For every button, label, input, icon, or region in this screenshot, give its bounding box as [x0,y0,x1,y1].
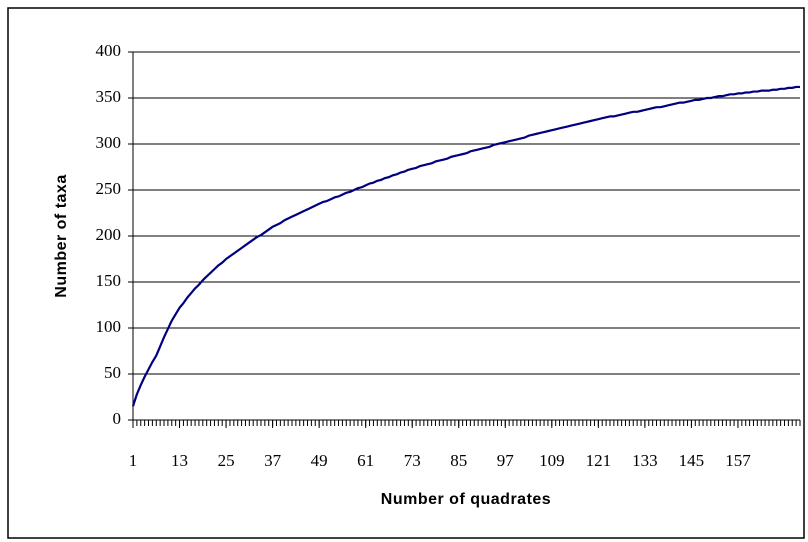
x-tick-label: 1 [129,451,138,470]
y-tick-label: 200 [96,225,122,244]
y-tick-label: 100 [96,317,122,336]
y-tick-label: 400 [96,41,122,60]
x-tick-label: 145 [679,451,705,470]
x-tick-label: 109 [539,451,565,470]
x-tick-label: 133 [632,451,658,470]
x-tick-label: 37 [264,451,282,470]
x-tick-label: 121 [586,451,612,470]
x-tick-label: 73 [404,451,421,470]
data-line [131,85,800,407]
y-tick-label: 300 [96,133,122,152]
y-tick-label: 250 [96,179,122,198]
y-tick-label: 50 [104,363,121,382]
x-axis-title: Number of quadrates [381,491,551,508]
y-tick-label: 150 [96,271,122,290]
x-tick-label: 61 [357,451,374,470]
y-tick-label: 350 [96,87,122,106]
x-tick-label: 157 [725,451,751,470]
y-axis-title: Number of taxa [53,174,70,297]
x-tick-label: 85 [450,451,467,470]
x-tick-label: 97 [497,451,515,470]
x-tick-label: 49 [311,451,328,470]
x-tick-label: 13 [171,451,188,470]
chart-frame [7,7,805,539]
x-tick-label: 25 [218,451,235,470]
y-tick-label: 0 [113,409,122,428]
